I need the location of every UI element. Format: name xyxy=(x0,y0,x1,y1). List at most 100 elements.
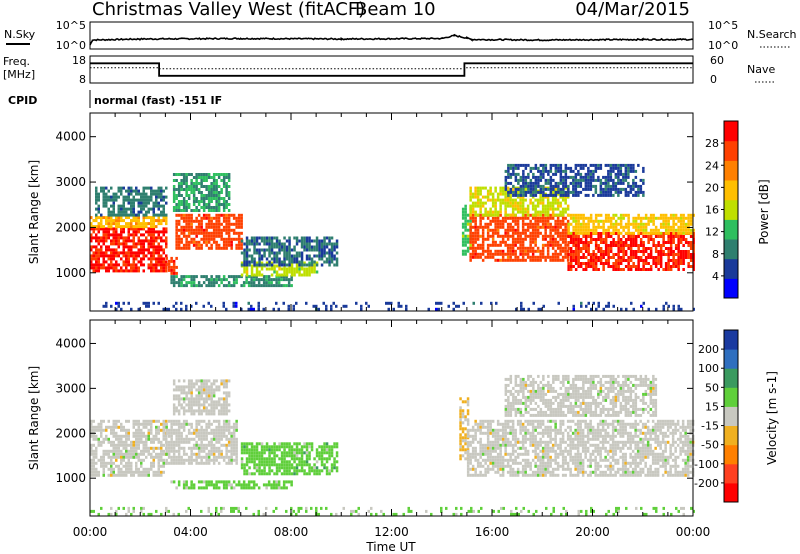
power-cells-cell xyxy=(692,250,695,253)
power-cells-cell xyxy=(669,244,673,247)
vel-cells-cell xyxy=(192,437,196,441)
power-cells-cell xyxy=(142,269,145,273)
vel-cells-cell xyxy=(220,428,223,432)
vel-cells-cell xyxy=(90,428,93,432)
power-cells-cell xyxy=(511,231,515,235)
power-cells-cell xyxy=(298,260,301,264)
power-cells-cell xyxy=(195,219,198,223)
power-cells-cell xyxy=(245,242,249,246)
vel-cells-cell xyxy=(195,379,198,383)
power-cells-cell xyxy=(577,228,580,232)
power-cells-cell xyxy=(127,222,130,226)
cpid-text: normal (fast) -151 IF xyxy=(94,94,222,107)
power-cells-cell xyxy=(602,190,605,194)
power-cells-cell xyxy=(514,213,517,217)
power-cells-cell xyxy=(466,240,470,244)
power-cells-cell xyxy=(160,248,163,252)
power-cells-cell xyxy=(135,266,138,270)
power-cells-cell xyxy=(514,163,518,167)
power-cells-cell xyxy=(582,216,585,220)
power-cells-cell xyxy=(177,278,181,282)
vel-cells-cell xyxy=(132,434,135,438)
vel-cells-cell xyxy=(245,469,249,473)
power-cells-cell xyxy=(481,249,485,253)
power-cells-cell xyxy=(572,232,575,235)
vel-cells-cell xyxy=(227,419,231,423)
power-cells-cell xyxy=(647,247,650,250)
power-cells-cell xyxy=(567,213,570,217)
vel-cells-cell xyxy=(140,437,143,441)
power-cells-cell xyxy=(245,254,249,258)
power-cells-cell xyxy=(674,259,678,262)
vel-cells-cell xyxy=(200,388,203,392)
vel-cells-cell xyxy=(253,445,256,449)
power-cells-cell xyxy=(647,262,650,265)
power-cells-cell xyxy=(531,207,535,211)
power-cells-cell xyxy=(293,267,296,271)
power-cells-cell xyxy=(195,240,198,244)
vel-cells-cell xyxy=(182,388,186,392)
vel-cells-cell xyxy=(200,382,203,386)
power-cells-cell xyxy=(120,213,123,217)
power-cells-cell xyxy=(627,238,630,241)
power-cells-cell xyxy=(145,192,148,196)
power-cells-cell xyxy=(486,252,490,256)
power-cells-cell xyxy=(514,201,517,205)
vel-cells-cell xyxy=(142,452,145,456)
power-cells-cell xyxy=(162,210,165,214)
vel-cells-cell xyxy=(162,419,165,423)
power-cells-cell xyxy=(220,179,223,182)
vel-cells-cell xyxy=(100,443,103,447)
power-cells-cell xyxy=(622,172,625,176)
vel-cells-cell xyxy=(137,470,140,474)
vel-cells-cell xyxy=(250,457,254,461)
power-cells-cell xyxy=(572,175,575,179)
power-cells-cell xyxy=(516,195,520,199)
power-cells-cell xyxy=(644,231,648,235)
power-cells-cell xyxy=(514,240,517,244)
vel-cells-cell xyxy=(127,470,130,474)
power-cells-cell xyxy=(587,175,590,179)
power-cells-cell xyxy=(546,249,550,253)
power-cells-cell xyxy=(546,201,550,205)
power-cells-cell xyxy=(107,236,110,240)
vel-cells-cell xyxy=(147,473,150,477)
power-cells-cell xyxy=(315,242,319,246)
vel-cells-cell xyxy=(225,443,228,447)
power-cells-cell xyxy=(137,225,140,229)
vel-cells-cell xyxy=(200,443,203,447)
power-cells-cell xyxy=(150,230,153,234)
power-cells-cell xyxy=(539,201,542,205)
power-cells-cell xyxy=(587,244,590,247)
power-cells-cell xyxy=(531,195,535,199)
power-cells-cell xyxy=(504,198,507,202)
power-cells-cell xyxy=(496,219,500,223)
power-cells-cell xyxy=(632,256,635,259)
power-cells-cell xyxy=(614,259,618,262)
power-cells-cell xyxy=(659,247,663,250)
power-cells-cell xyxy=(612,178,615,182)
power-cells-cell xyxy=(263,251,266,255)
vel-cells-cell xyxy=(245,486,248,490)
power-cells-cell xyxy=(250,242,254,246)
power-cells-cell xyxy=(185,209,188,212)
power-cells-cell xyxy=(612,181,615,185)
power-cells-cell xyxy=(531,234,535,238)
power-cells-cell xyxy=(187,222,191,226)
power-cells-cell xyxy=(152,192,155,196)
power-cells-cell xyxy=(509,198,512,202)
power-cells-cell xyxy=(308,236,311,240)
vel-cells-cell xyxy=(202,391,206,395)
power-cells-cell xyxy=(481,252,485,256)
power-cells-cell xyxy=(677,250,680,253)
vel-cells-cell xyxy=(162,452,165,456)
power-cells-cell xyxy=(677,247,680,250)
vel-cells-cell xyxy=(217,437,221,441)
power-cells-cell xyxy=(526,228,530,232)
power-cells-cell xyxy=(679,253,683,256)
power-cells-cell xyxy=(105,304,108,308)
power-cells-cell xyxy=(672,222,675,226)
power-cells-cell xyxy=(484,237,487,241)
vel-cells-cell xyxy=(180,425,183,429)
power-cells-cell xyxy=(197,231,201,235)
